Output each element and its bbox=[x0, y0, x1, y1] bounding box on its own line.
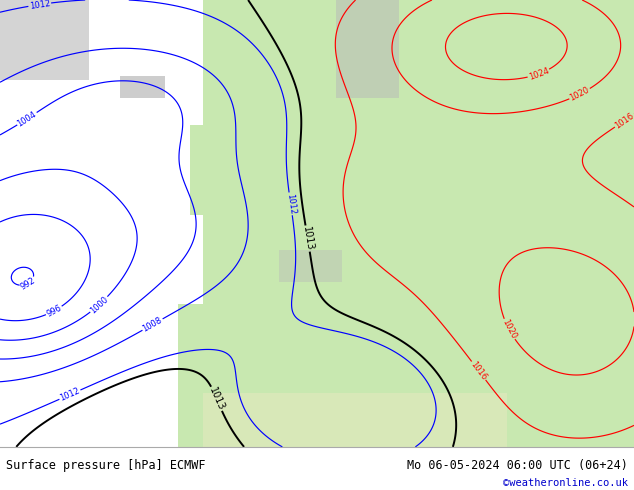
FancyBboxPatch shape bbox=[203, 393, 507, 447]
Text: 1024: 1024 bbox=[527, 66, 550, 82]
Text: 1020: 1020 bbox=[568, 85, 591, 103]
FancyBboxPatch shape bbox=[0, 0, 89, 80]
Text: ©weatheronline.co.uk: ©weatheronline.co.uk bbox=[503, 478, 628, 488]
FancyBboxPatch shape bbox=[120, 76, 165, 98]
Text: 1013: 1013 bbox=[207, 386, 226, 412]
Text: 1020: 1020 bbox=[500, 318, 518, 341]
Text: 996: 996 bbox=[45, 303, 63, 318]
Text: 1013: 1013 bbox=[301, 226, 314, 251]
Text: 992: 992 bbox=[19, 275, 37, 291]
Text: Mo 06-05-2024 06:00 UTC (06+24): Mo 06-05-2024 06:00 UTC (06+24) bbox=[407, 459, 628, 472]
Text: 1000: 1000 bbox=[88, 294, 110, 315]
FancyBboxPatch shape bbox=[178, 304, 254, 447]
Text: 1012: 1012 bbox=[285, 193, 297, 215]
Text: Surface pressure [hPa] ECMWF: Surface pressure [hPa] ECMWF bbox=[6, 459, 206, 472]
Text: 1016: 1016 bbox=[469, 360, 489, 382]
Text: 1008: 1008 bbox=[141, 316, 164, 334]
Text: 1012: 1012 bbox=[29, 0, 51, 11]
FancyBboxPatch shape bbox=[336, 0, 399, 98]
Text: 1004: 1004 bbox=[16, 109, 38, 128]
FancyBboxPatch shape bbox=[279, 250, 342, 282]
FancyBboxPatch shape bbox=[190, 125, 235, 215]
FancyBboxPatch shape bbox=[203, 0, 634, 447]
Text: 1016: 1016 bbox=[613, 111, 634, 130]
Text: 1012: 1012 bbox=[58, 386, 81, 403]
